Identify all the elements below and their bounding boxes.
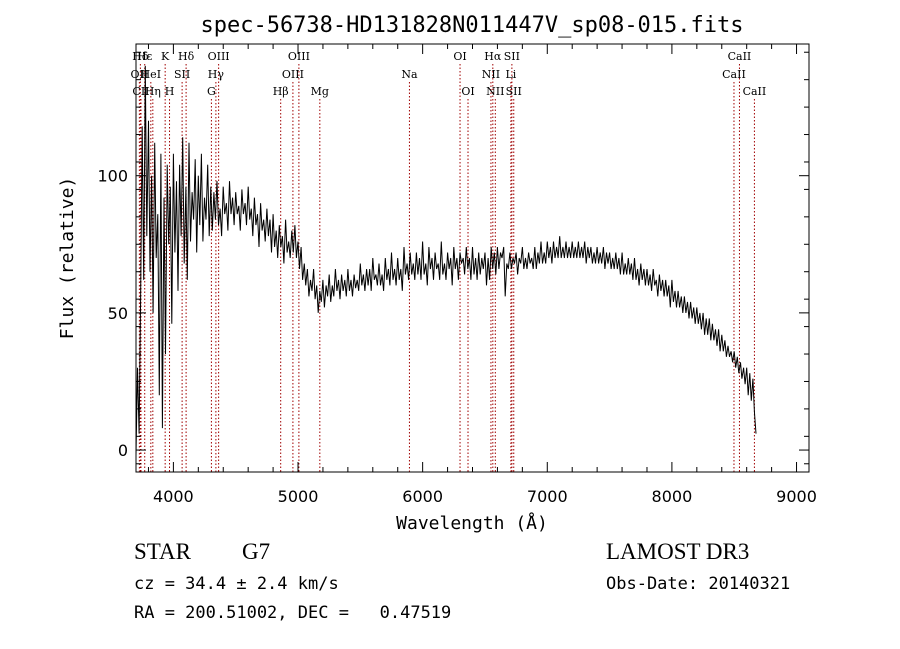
y-axis-label: Flux (relative): [57, 177, 78, 340]
y-axis-ticks: 0 50 100: [97, 51, 809, 465]
line-label-28: CaII: [743, 85, 767, 98]
line-label-24: SII: [504, 50, 520, 63]
line-label-23: Li: [505, 68, 516, 81]
line-label-20: NII: [482, 68, 500, 81]
chart-title: spec-56738-HD131828N011447V_sp08-015.fit…: [200, 13, 743, 38]
x-tick-label: 6000: [402, 487, 443, 506]
x-tick-label: 9000: [776, 487, 817, 506]
line-label-19: OI: [461, 85, 474, 98]
line-label-3: Hε: [137, 50, 153, 63]
line-label-14: OIII: [282, 68, 304, 81]
line-label-12: G: [207, 85, 216, 98]
line-label-6: K: [161, 50, 170, 63]
line-label-15: OIII: [288, 50, 310, 63]
y-tick-label: 100: [97, 167, 128, 186]
ra-dec-coordinates: RA = 200.51002, DEC = 0.47519: [134, 603, 452, 623]
x-tick-label: 7000: [527, 487, 568, 506]
x-tick-label: 5000: [278, 487, 319, 506]
line-label-8: SII: [174, 68, 190, 81]
line-label-4: HeI: [141, 68, 161, 81]
y-tick-label: 50: [108, 304, 128, 323]
y-tick-label: 0: [118, 441, 128, 460]
line-label-11: Hγ: [208, 68, 225, 81]
line-label-5: Hη: [145, 85, 161, 98]
x-tick-label: 4000: [153, 487, 194, 506]
line-label-1: OII: [131, 68, 149, 81]
line-label-27: CaII: [728, 50, 752, 63]
redshift-velocity: cz = 34.4 ± 2.4 km/s: [134, 574, 339, 594]
plot-frame: [135, 43, 810, 473]
line-label-17: Na: [401, 68, 418, 81]
x-tick-label: 8000: [652, 487, 693, 506]
line-label-16: Mg: [311, 85, 329, 98]
object-class: STAR: [134, 539, 191, 564]
line-label-10: OIII: [208, 50, 230, 63]
line-label-18: OI: [453, 50, 466, 63]
line-label-22: NII: [486, 85, 504, 98]
line-label-26: CaII: [722, 68, 746, 81]
object-subclass: G7: [242, 539, 271, 564]
line-label-25: SII: [506, 85, 522, 98]
x-axis-ticks: 4000 5000 6000 7000 8000 9000: [147, 44, 817, 506]
line-label-7: H: [165, 85, 175, 98]
line-label-21: Hα: [484, 50, 502, 63]
line-label-9: Hδ: [178, 50, 195, 63]
x-axis-label: Wavelength (Å): [396, 512, 548, 534]
observation-date: Obs-Date: 20140321: [606, 574, 791, 594]
spectrum-line: [135, 65, 757, 456]
line-label-13: Hβ: [273, 85, 289, 98]
survey-name: LAMOST DR3: [606, 539, 750, 564]
